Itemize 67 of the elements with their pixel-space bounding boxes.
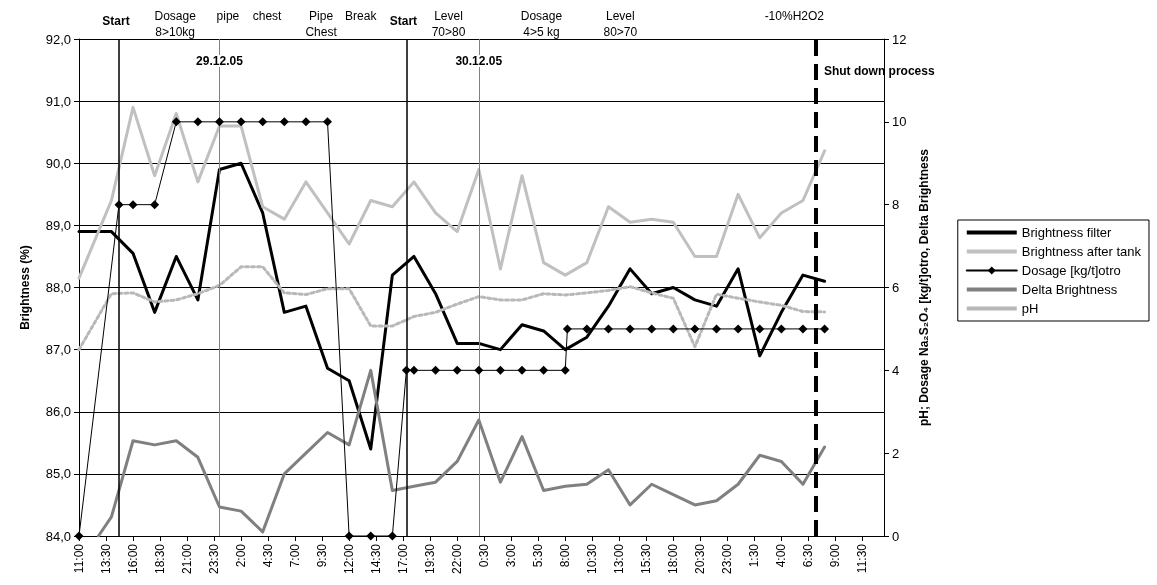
y-tick-label: 92,0 <box>45 31 71 47</box>
legend-label: pH <box>1021 301 1039 316</box>
text: Dosage 4>5 kg <box>520 9 563 39</box>
x-tick-label: 15:30 <box>639 543 654 575</box>
ref-line-label: Shut down process <box>823 64 935 78</box>
y-axis-title: Brightness (%) <box>18 245 32 330</box>
x-tick-label: 7:00 <box>288 543 303 568</box>
legend-label: Delta Brightness <box>1021 282 1118 297</box>
x-tick-label: 13:30 <box>99 543 114 575</box>
legend-label: Brightness filter <box>1021 225 1113 240</box>
y2-tick-label: 4 <box>892 362 900 378</box>
y2-tick-label: 6 <box>892 280 900 295</box>
x-tick-label: 3:00 <box>504 543 519 568</box>
text: Level 70>80 <box>431 9 466 39</box>
ref-line-label: Start <box>102 14 130 28</box>
x-tick-label: 10:30 <box>585 543 600 575</box>
text: pipe <box>216 9 240 23</box>
y-tick-label: 88,0 <box>45 280 71 295</box>
y2-tick-label: 10 <box>892 114 907 130</box>
y-tick-label: 84,0 <box>45 528 71 544</box>
ref-line-label: 30.12.05 <box>455 54 503 68</box>
y-tick-label: 86,0 <box>45 404 71 420</box>
y2-tick-label: 12 <box>892 31 907 47</box>
x-tick-label: 2:00 <box>234 543 249 568</box>
x-tick-label: 22:00 <box>450 543 465 575</box>
x-tick-label: 11:30 <box>855 543 870 574</box>
legend-label: Brightness after tank <box>1021 244 1142 259</box>
x-tick-label: 21:00 <box>180 543 195 575</box>
x-tick-label: 16:00 <box>126 543 141 575</box>
y-tick-label: 89,0 <box>45 217 71 233</box>
x-tick-label: 4:00 <box>774 543 789 568</box>
y-tick-label: 90,0 <box>45 155 71 171</box>
y-tick-label: 87,0 <box>45 342 71 358</box>
x-tick-label: 8:00 <box>558 543 573 568</box>
x-tick-label: 18:00 <box>666 543 681 575</box>
text: chest <box>252 9 283 23</box>
x-tick-label: 9:00 <box>828 543 843 568</box>
x-tick-label: 14:30 <box>369 543 384 575</box>
x-tick-label: 23:30 <box>207 543 222 575</box>
y2-tick-label: 0 <box>892 528 900 544</box>
y2-axis-title: pH; Dosage Na₂S₂O₄ [kg/t]otro, Delta Brightness <box>917 148 931 427</box>
text: -10%H2O2 <box>764 9 825 23</box>
legend-label: Dosage [kg/t]otro <box>1021 263 1121 278</box>
x-tick-label: 23:00 <box>720 543 735 575</box>
x-tick-label: 1:30 <box>747 543 762 568</box>
x-tick-label: 13:00 <box>612 543 627 575</box>
x-tick-label: 17:00 <box>396 543 411 575</box>
ref-line-label: Start <box>389 14 418 28</box>
x-tick-label: 0:30 <box>477 543 492 568</box>
y-tick-label: 85,0 <box>45 466 71 482</box>
text: Level 80>70 <box>603 9 638 39</box>
text: Break <box>345 9 378 23</box>
text: Pipe Chest <box>305 9 338 39</box>
x-tick-label: 12:00 <box>342 543 357 575</box>
x-tick-label: 19:30 <box>423 543 438 575</box>
ref-line-label: 29.12.05 <box>196 54 244 68</box>
x-tick-label: 20:30 <box>693 543 708 575</box>
x-tick-label: 18:30 <box>153 543 168 575</box>
y2-tick-label: 2 <box>892 445 900 461</box>
x-tick-label: 9:30 <box>315 543 330 568</box>
y2-tick-label: 8 <box>892 197 900 213</box>
x-tick-label: 6:30 <box>801 543 816 568</box>
x-tick-label: 4:30 <box>261 543 276 568</box>
text: Dosage 8>10kg <box>154 9 197 39</box>
y-tick-label: 91,0 <box>45 93 71 109</box>
x-tick-label: 5:30 <box>531 543 546 568</box>
x-tick-label: 11:00 <box>72 543 86 574</box>
